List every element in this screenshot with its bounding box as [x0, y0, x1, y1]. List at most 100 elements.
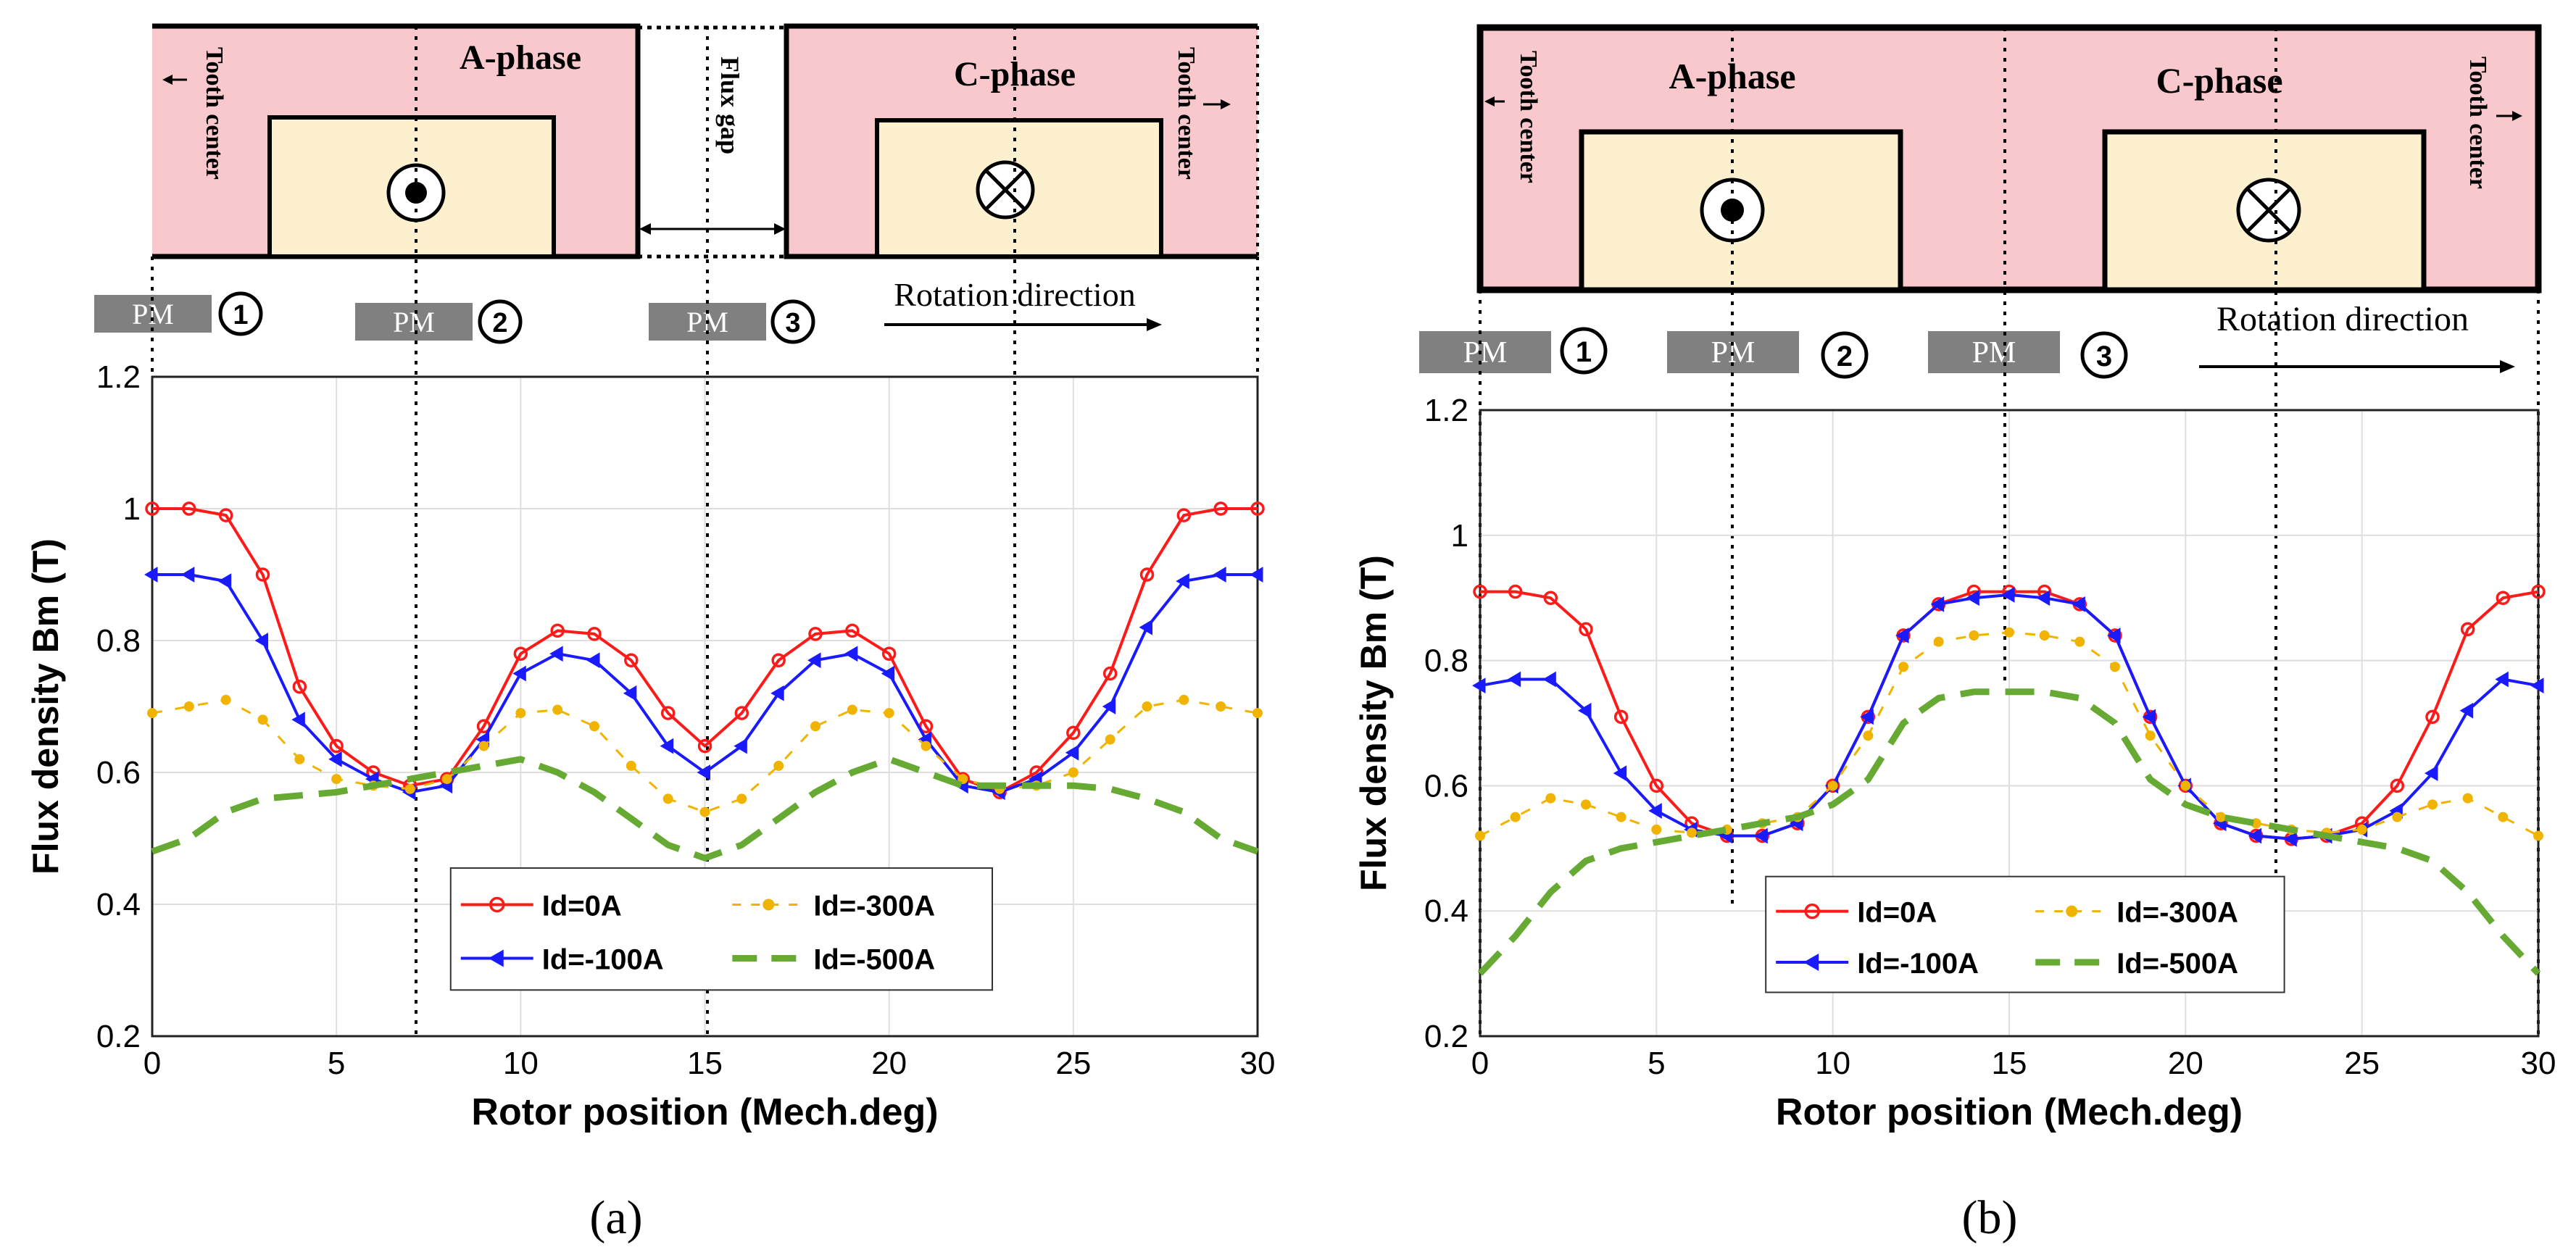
- marker-dot: [1216, 701, 1226, 712]
- b-arrowhead-left: [1484, 96, 1495, 107]
- marker-circle: [1250, 501, 1265, 516]
- legend-box: [449, 867, 993, 991]
- marker-circle: [1508, 584, 1523, 599]
- marker-circle: [1473, 584, 1487, 599]
- marker-dot: [921, 741, 931, 751]
- y-tick-label: 0.8: [96, 623, 141, 659]
- marker-circle: [550, 623, 565, 638]
- marker-circle: [1579, 622, 1593, 637]
- chart-b: 0 5 10 15 20 25 30 0.2 0.4 0.6 0.8 1 1.2 Rotor positi…: [1353, 393, 2556, 1133]
- marker-circle: [587, 627, 602, 641]
- legend-label-2: Id=-300A: [813, 890, 935, 922]
- chart-a: 0 5 10 15 20 25 30 0.2 0.4 0.6 0.8 1 1.2 Rotor positi…: [25, 359, 1275, 1133]
- marker-triangle: [2248, 827, 2262, 844]
- marker-triangle: [1895, 628, 1909, 643]
- y-tick-label: 1: [1451, 518, 1468, 554]
- marker-dot: [1068, 767, 1079, 777]
- marker-dot: [1475, 830, 1485, 841]
- marker-circle: [697, 738, 712, 754]
- marker-triangle: [1930, 596, 1945, 612]
- marker-dot: [515, 708, 526, 719]
- marker-triangle: [291, 712, 305, 728]
- plot-frame: [1479, 409, 2540, 1038]
- b-cross-in-circle-icon: [2236, 178, 2301, 243]
- tooth-center-label-left: Tooth center: [201, 47, 228, 180]
- marker-dot: [2392, 812, 2403, 822]
- marker-dot: [2427, 799, 2438, 810]
- x-axis-label: Rotor position (Mech.deg): [1776, 1091, 2243, 1133]
- marker-triangle: [586, 652, 600, 669]
- y-tick-label: 0.2: [96, 1019, 141, 1054]
- legend-box: [1765, 875, 2285, 993]
- b-c-phase-label: C-phase: [2156, 60, 2282, 101]
- svg-text:PM: PM: [132, 298, 174, 330]
- marker-circle: [2496, 591, 2511, 605]
- y-tick-label: 0.4: [96, 887, 141, 922]
- marker-triangle: [2072, 596, 2085, 612]
- b-a-phase-coil: [1579, 129, 1903, 293]
- legend-label-0: Id=0A: [542, 890, 622, 922]
- y-tick-label: 0.6: [1424, 768, 1468, 804]
- marker-dot: [2074, 636, 2085, 647]
- pm-block-3: PM 3: [649, 299, 815, 344]
- arrowhead-right: [1221, 99, 1231, 109]
- marker-dot: [2498, 812, 2509, 822]
- marker-dot: [2145, 730, 2156, 741]
- marker-dot: [183, 701, 194, 712]
- arrowhead-gap-right: [774, 223, 786, 235]
- marker-dot: [2216, 812, 2226, 822]
- marker-triangle: [254, 633, 268, 649]
- marker-dot: [1252, 708, 1263, 719]
- marker-triangle: [512, 665, 526, 682]
- x-tick-label: 10: [503, 1046, 539, 1081]
- y-tick-label: 1: [123, 491, 141, 527]
- y-tick-label: 0.4: [1424, 893, 1468, 929]
- x-tick-label: 25: [2344, 1046, 2380, 1081]
- x-tick-label: 0: [144, 1046, 161, 1081]
- svg-text:3: 3: [2096, 341, 2112, 372]
- marker-triangle: [328, 751, 342, 767]
- y-tick-label: 0.6: [96, 755, 141, 791]
- x-tick-label: 30: [1240, 1046, 1276, 1081]
- marker-circle: [1176, 508, 1192, 522]
- legend-marker-triangle: [1803, 953, 1819, 971]
- marker-triangle: [2036, 590, 2051, 606]
- marker-triangle: [549, 646, 563, 662]
- marker-dot: [257, 714, 268, 725]
- marker-triangle: [144, 567, 158, 583]
- legend-label-1: Id=-100A: [542, 944, 664, 976]
- b-rotation-direction-label: Rotation direction: [2216, 300, 2469, 338]
- marker-dot: [331, 774, 342, 785]
- marker-dot: [2180, 780, 2191, 791]
- marker-triangle: [1213, 567, 1226, 583]
- marker-circle: [2390, 778, 2405, 793]
- marker-dot: [1651, 824, 1662, 835]
- marker-triangle: [2107, 628, 2121, 643]
- marker-circle: [1613, 709, 1629, 725]
- marker-triangle: [1648, 803, 1662, 819]
- marker-circle: [734, 706, 749, 720]
- svg-text:PM: PM: [1463, 336, 1508, 370]
- marker-circle: [1139, 567, 1155, 582]
- marker-dot: [2356, 824, 2367, 835]
- b-pm-block-3: PM 3: [1928, 331, 2128, 379]
- marker-dot: [441, 774, 452, 785]
- svg-text:1: 1: [233, 300, 248, 330]
- marker-triangle: [2283, 830, 2297, 847]
- x-tick-label: 20: [2168, 1046, 2203, 1081]
- legend-label-3: Id=-500A: [2116, 948, 2238, 980]
- plot-frame: [151, 375, 1259, 1038]
- marker-dot: [147, 708, 157, 719]
- marker-triangle: [697, 764, 710, 780]
- marker-dot: [1105, 734, 1115, 745]
- marker-circle: [808, 627, 823, 641]
- marker-circle: [881, 646, 897, 661]
- tooth-center-label-right: Tooth center: [1173, 47, 1200, 180]
- x-tick-label: 5: [328, 1046, 345, 1081]
- pm-block-1: PM 1: [94, 291, 263, 336]
- legend-label-1: Id=-100A: [1857, 948, 1979, 980]
- marker-dot: [552, 704, 563, 715]
- marker-dot: [1827, 780, 1838, 791]
- marker-dot: [736, 793, 747, 804]
- marker-circle: [145, 501, 159, 516]
